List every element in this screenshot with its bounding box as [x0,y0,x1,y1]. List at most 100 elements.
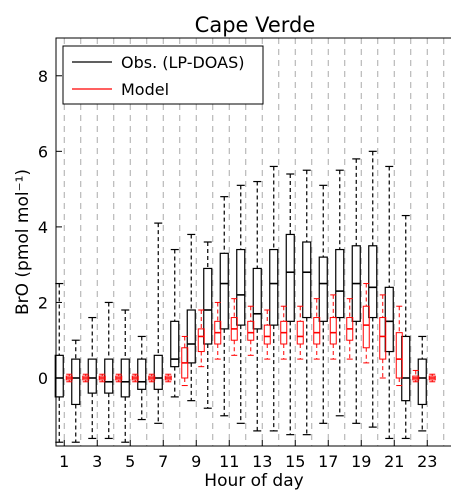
chart-title: Cape Verde [195,13,316,37]
iqr-box [104,358,114,394]
y-axis-label: BrO (pmol mol⁻¹) [13,169,33,315]
obs-box [236,184,246,424]
model-box [197,309,205,368]
iqr-box [401,335,411,402]
iqr-box [269,248,279,326]
obs-box [71,339,81,443]
obs-box [203,241,213,409]
obs-box [417,335,427,432]
iqr-box [236,248,246,326]
x-tick-label: 7 [158,452,168,471]
model-box [329,294,337,360]
y-tick-label: 2 [38,293,48,312]
obs-box [302,169,312,436]
model-box [164,373,172,383]
y-tick-label: 6 [38,142,48,161]
iqr-box [384,286,394,353]
obs-box [87,316,97,440]
iqr-box [285,233,295,322]
model-box [98,373,106,383]
obs-box [120,309,130,443]
plot-frame [55,37,451,447]
iqr-box [313,317,321,345]
iqr-box [153,354,163,390]
obs-box [335,169,345,417]
iqr-box [379,317,387,360]
iqr-box [120,358,130,398]
iqr-box [368,245,378,319]
model-box [362,283,370,364]
obs-box [269,165,279,432]
iqr-box [296,320,304,345]
iqr-box [87,358,97,394]
obs-box [384,165,394,440]
iqr-box [329,317,337,345]
model-box [82,373,90,383]
iqr-box [71,358,81,406]
model-box [247,305,255,356]
iqr-box [203,267,213,345]
x-tick-label: 17 [318,452,338,471]
iqr-box [54,354,64,398]
x-tick-label: 19 [351,452,371,471]
model-box [428,373,436,383]
iqr-box [137,358,147,390]
iqr-box [263,324,271,345]
legend-label-model: Model [121,80,169,99]
model-box [214,301,222,360]
x-tick-label: 13 [252,452,272,471]
model-box [148,373,156,383]
iqr-box [335,248,345,319]
obs-box [137,335,147,421]
model-box [65,373,73,383]
iqr-box [395,332,403,379]
model-box [280,305,288,360]
x-tick-label: 1 [59,452,69,471]
x-tick-label: 15 [285,452,305,471]
obs-box [401,214,411,440]
vertical-grid [63,38,445,446]
obs-box [170,248,180,398]
x-tick-label: 5 [125,452,135,471]
obs-box [351,158,361,424]
x-tick-label: 21 [384,452,404,471]
iqr-box [252,267,262,330]
legend-frame [62,45,264,105]
y-tick-label: 0 [38,369,48,388]
iqr-box [362,305,370,349]
iqr-box [186,309,196,364]
obs-box [104,301,114,440]
obs-box [252,180,262,432]
model-box [379,294,387,379]
obs-box [318,184,328,424]
y-tick-label: 4 [38,218,48,237]
legend: Obs. (LP-DOAS) Model [62,45,264,105]
obs-box [368,150,378,428]
x-tick-label: 3 [92,452,102,471]
obs-box [285,173,295,436]
model-box [313,298,321,360]
x-tick-label: 9 [191,452,201,471]
iqr-box [219,252,229,330]
model-box [346,298,354,360]
model-box [296,305,304,360]
model-box [131,373,139,383]
iqr-box [417,358,427,406]
boxes-layer [54,150,436,443]
obs-box [153,222,163,424]
x-tick-label: 11 [219,452,239,471]
model-box [181,335,189,387]
x-axis-label: Hour of day [204,471,303,490]
obs-box [186,233,196,402]
model-box [395,305,403,387]
x-tick-label: 23 [417,452,437,471]
model-box [115,373,123,383]
model-box [263,309,271,360]
iqr-box [302,241,312,319]
model-box [412,369,420,383]
iqr-box [170,320,180,368]
iqr-box [318,256,328,322]
model-box [230,298,238,356]
